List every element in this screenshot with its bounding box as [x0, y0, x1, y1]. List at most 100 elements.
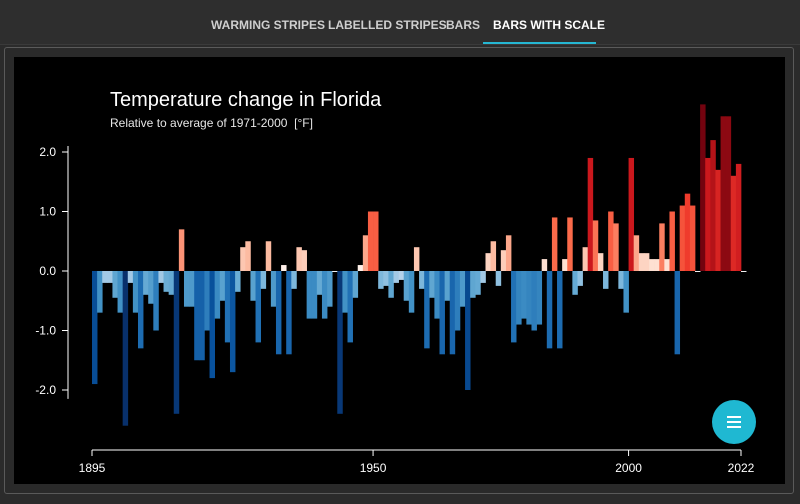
- bar-1968: [465, 271, 471, 390]
- bar-1980: [526, 271, 532, 325]
- bar-1944: [342, 271, 348, 313]
- tab-bars-with-scale[interactable]: BARS WITH SCALE: [493, 18, 605, 32]
- bar-1926: [250, 271, 256, 301]
- bar-1946: [352, 271, 359, 298]
- menu-icon: [727, 416, 741, 418]
- bar-1986: [557, 271, 563, 349]
- bar-1909: [163, 271, 169, 292]
- bar-1916: [199, 271, 205, 361]
- y-tick-label-4: -2.0: [35, 383, 56, 397]
- bar-1967: [459, 271, 466, 307]
- bar-1998: [618, 271, 624, 289]
- bar-1924: [240, 247, 246, 271]
- bar-1963: [439, 271, 445, 355]
- bar-2016: [710, 140, 716, 271]
- bar-2002: [638, 253, 645, 271]
- bar-1984: [546, 271, 553, 349]
- bar-1943: [337, 271, 343, 414]
- bar-2021: [735, 163, 742, 271]
- bar-1906: [148, 271, 154, 304]
- x-tick-label-0: 1895: [79, 461, 106, 475]
- bar-1932: [281, 265, 287, 271]
- bar-1904: [137, 271, 144, 349]
- bar-1956: [403, 271, 410, 301]
- bar-1945: [347, 271, 353, 343]
- bar-1920: [219, 271, 226, 301]
- bar-1953: [388, 271, 394, 298]
- bar-1989: [572, 271, 578, 295]
- bar-2004: [649, 259, 655, 271]
- bar-1983: [541, 259, 548, 271]
- bar-1915: [194, 271, 200, 361]
- bar-2017: [715, 169, 721, 271]
- bar-1914: [189, 271, 195, 307]
- bar-1951: [378, 271, 384, 289]
- y-tick-label-2: 0.0: [39, 264, 56, 278]
- tab-warming-stripes[interactable]: WARMING STRIPES: [211, 18, 326, 32]
- bar-1947: [357, 265, 364, 271]
- bar-1902: [127, 271, 134, 283]
- bar-1959: [419, 271, 425, 289]
- bar-1990: [577, 271, 583, 286]
- bar-1933: [286, 271, 292, 355]
- x-tick-label-2: 2000: [615, 461, 642, 475]
- bar-1937: [306, 271, 313, 319]
- bar-1930: [270, 271, 277, 307]
- bar-1911: [173, 271, 180, 414]
- bar-2022: [741, 271, 747, 272]
- bar-1948: [362, 235, 369, 271]
- bar-1897: [102, 271, 108, 283]
- bar-1919: [214, 271, 221, 319]
- bar-1939: [316, 271, 323, 295]
- bar-2019: [725, 116, 732, 271]
- bar-1999: [623, 271, 629, 313]
- bar-1996: [608, 211, 614, 271]
- tab-bars[interactable]: BARS: [446, 18, 481, 32]
- bar-1992: [587, 157, 594, 271]
- bar-2008: [669, 211, 675, 271]
- bar-1987: [562, 259, 568, 271]
- bar-1965: [449, 271, 456, 355]
- chart-title: Temperature change in Florida: [110, 89, 382, 111]
- bar-1895: [92, 271, 98, 385]
- bar-2009: [674, 271, 681, 355]
- bar-2020: [730, 175, 737, 271]
- bar-1908: [158, 271, 164, 283]
- chart-panel: 2.0 1.0 0.0 -1.0 -2.0 1895 1950 2000 2022 Temper…: [14, 57, 785, 484]
- bar-1912: [178, 229, 185, 271]
- bar-1957: [408, 271, 415, 313]
- bar-1975: [500, 250, 507, 271]
- bar-1917: [204, 271, 210, 331]
- bar-2015: [705, 157, 711, 271]
- bar-1901: [122, 271, 129, 426]
- bar-1949: [367, 211, 374, 271]
- bar-1982: [536, 271, 543, 325]
- bar-1952: [383, 271, 389, 286]
- y-tick-label-3: -1.0: [35, 324, 56, 338]
- bar-1997: [613, 223, 619, 271]
- bar-1900: [117, 271, 124, 313]
- bar-1940: [321, 271, 328, 319]
- bar-1931: [275, 271, 282, 355]
- bar-1958: [413, 247, 420, 271]
- bar-1995: [603, 271, 609, 289]
- bar-2018: [720, 116, 727, 271]
- bar-1922: [229, 271, 236, 373]
- bar-1923: [235, 271, 241, 292]
- bar-1979: [521, 271, 527, 319]
- x-tick-label-1: 1950: [360, 461, 387, 475]
- bar-1950: [373, 211, 379, 271]
- y-tick-label-0: 2.0: [39, 145, 56, 159]
- tab-labelled-stripes[interactable]: LABELLED STRIPES: [328, 18, 447, 32]
- bar-1905: [143, 271, 149, 295]
- menu-button[interactable]: [712, 400, 756, 444]
- bar-1918: [209, 271, 215, 379]
- bar-1942: [332, 271, 338, 272]
- bar-1921: [224, 271, 231, 343]
- chart-subtitle: Relative to average of 1971-2000 [°F]: [110, 116, 313, 130]
- bar-2013: [695, 271, 701, 272]
- bar-1935: [296, 247, 302, 271]
- bar-2006: [659, 223, 665, 271]
- bar-chart: 2.0 1.0 0.0 -1.0 -2.0 1895 1950 2000 2022: [35, 104, 755, 475]
- bar-1962: [434, 271, 440, 319]
